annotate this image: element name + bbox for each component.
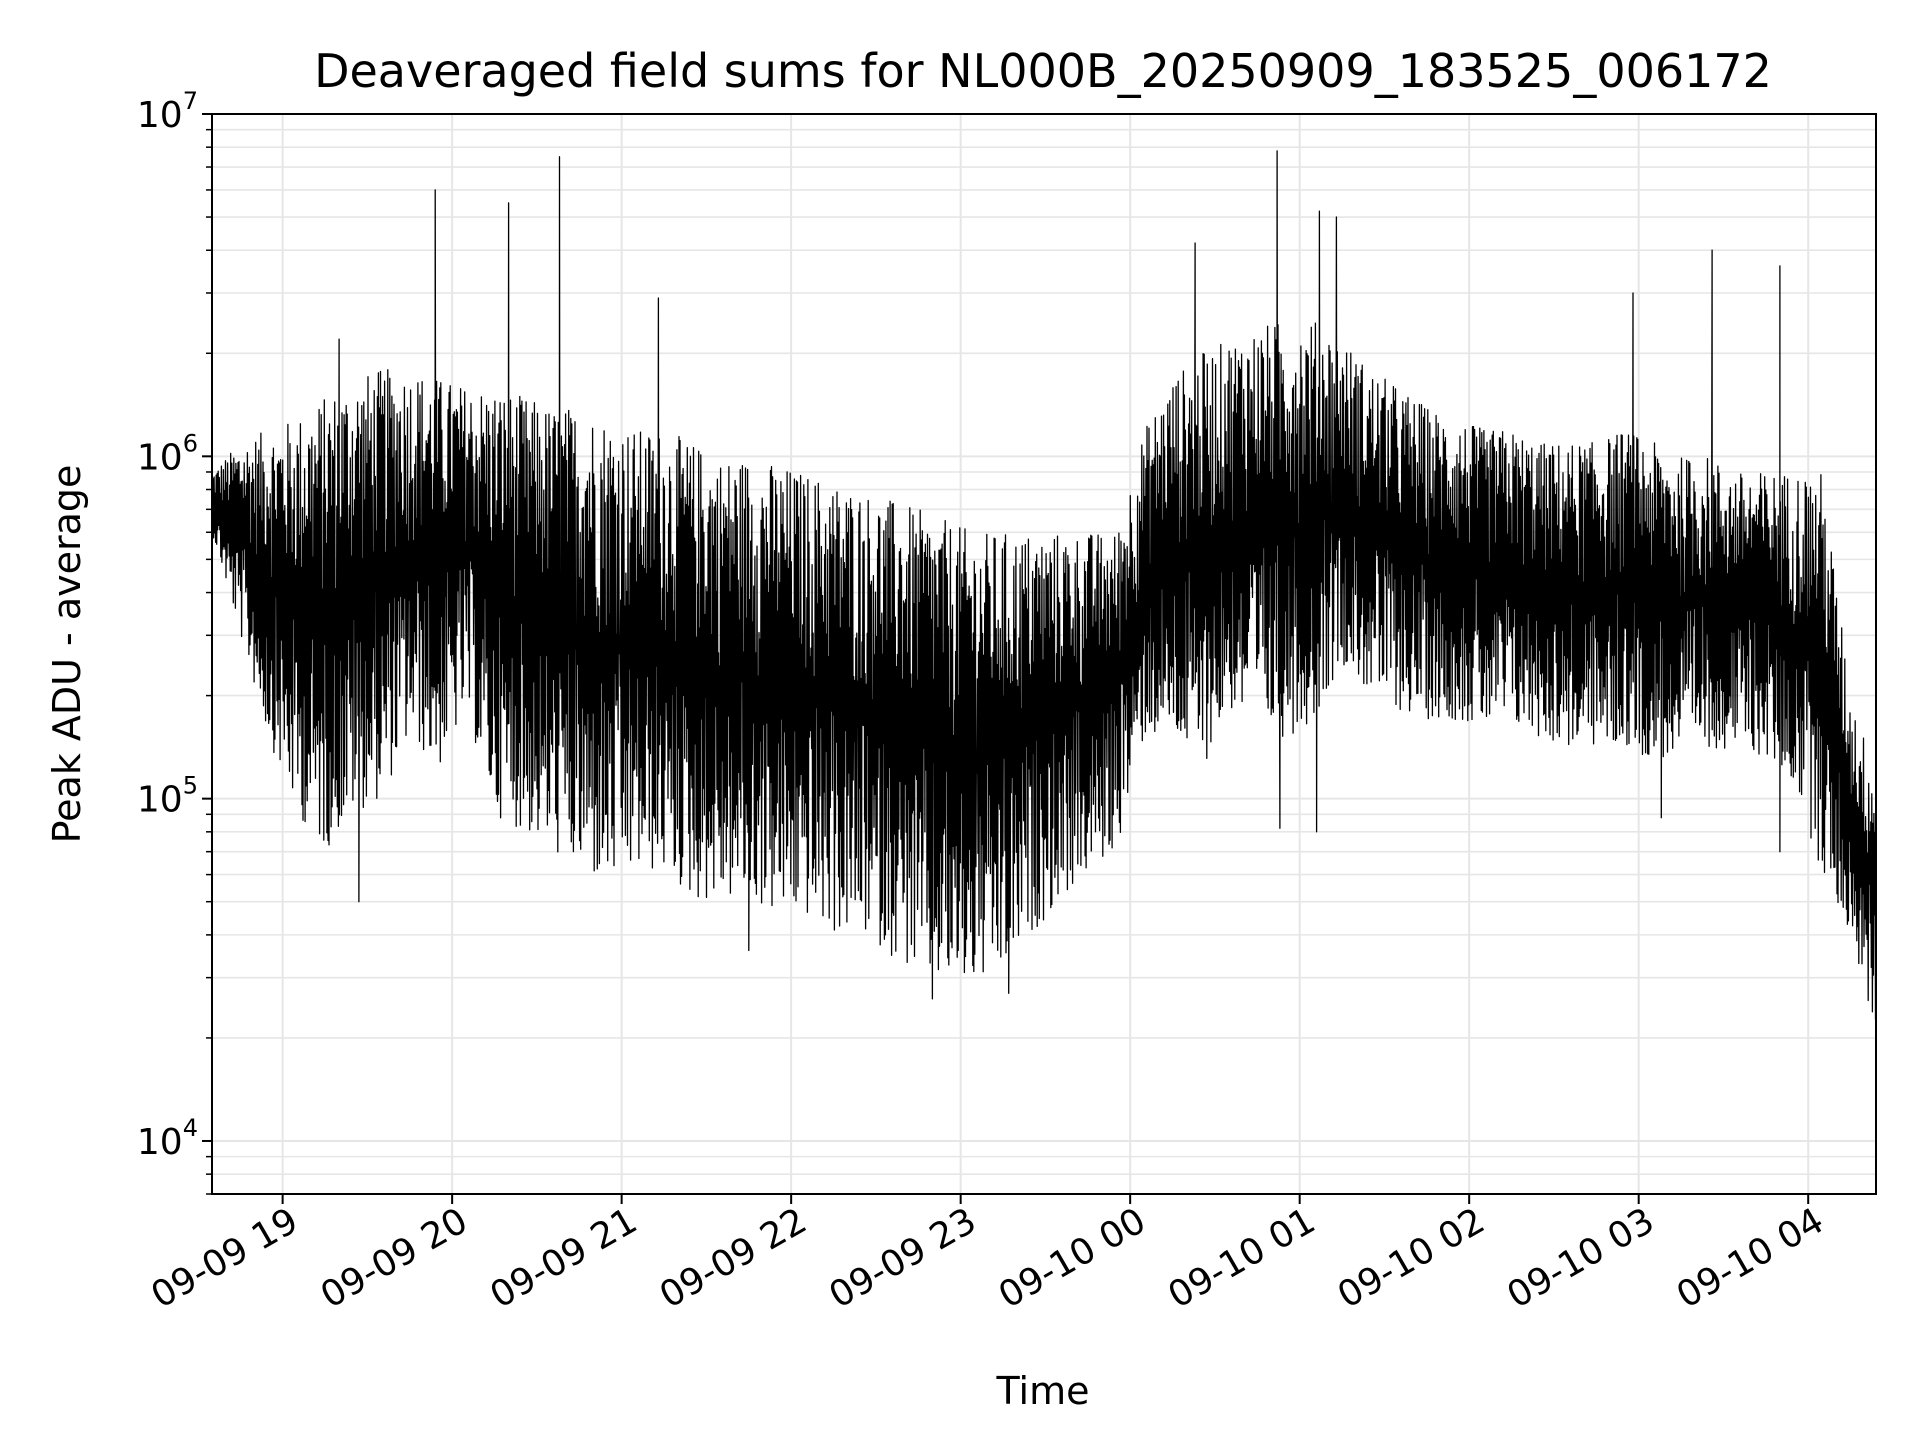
plot-area xyxy=(212,150,1876,1141)
y-axis-label: Peak ADU - average xyxy=(45,465,89,844)
series-path xyxy=(212,150,1876,1141)
y-tick-label: 106 xyxy=(137,429,198,478)
plot-frame xyxy=(211,113,1877,1195)
y-tick-label-exponent: 5 xyxy=(183,772,198,800)
y-tick-label-base: 10 xyxy=(137,780,183,821)
y-tick-label: 104 xyxy=(137,1114,198,1163)
y-tick-label-exponent: 6 xyxy=(183,429,198,457)
y-tick-label-base: 10 xyxy=(137,95,183,136)
chart-title: Deaveraged field sums for NL000B_2025090… xyxy=(314,44,1772,98)
series-line xyxy=(212,150,1876,1141)
y-tick-label-base: 10 xyxy=(137,1122,183,1163)
y-tick-label-exponent: 7 xyxy=(183,87,198,115)
y-tick-label-base: 10 xyxy=(137,437,183,478)
x-axis-label: Time xyxy=(996,1369,1090,1413)
y-tick-label-exponent: 4 xyxy=(183,1114,198,1142)
y-tick-label: 105 xyxy=(137,772,198,821)
y-tick-label: 107 xyxy=(137,87,198,136)
